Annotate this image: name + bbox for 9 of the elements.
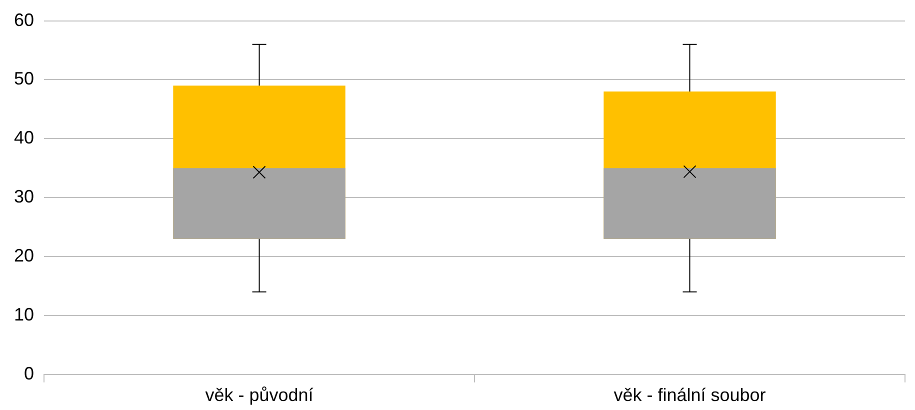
y-tick-label: 40 xyxy=(14,128,34,148)
x-tick-label: věk - finální soubor xyxy=(614,385,766,406)
y-tick-label: 10 xyxy=(14,304,34,324)
y-tick-label: 0 xyxy=(24,363,34,384)
y-tick-label: 20 xyxy=(14,246,34,266)
y-tick-label: 30 xyxy=(14,186,34,207)
y-tick-label: 50 xyxy=(14,68,34,89)
x-tick-label: věk - původní xyxy=(205,385,314,406)
y-tick-label: 60 xyxy=(14,10,34,30)
